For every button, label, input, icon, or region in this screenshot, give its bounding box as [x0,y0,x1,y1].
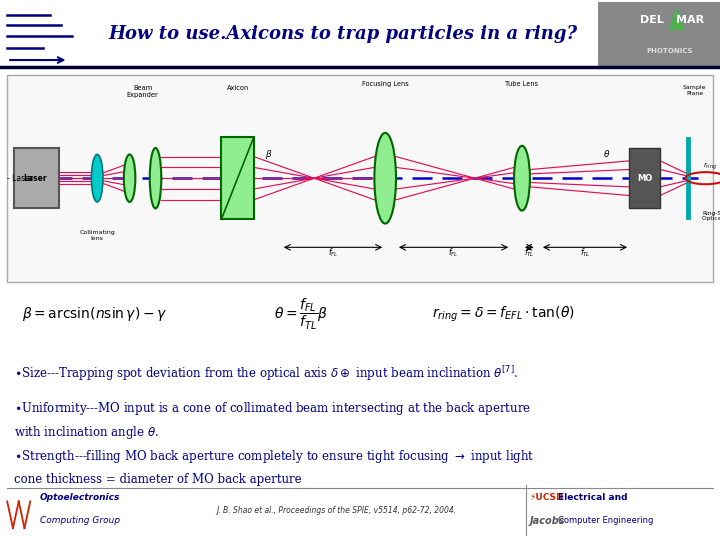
Text: $r_{ring} = \delta = f_{EFL} \cdot \tan(\theta)$: $r_{ring} = \delta = f_{EFL} \cdot \tan(… [432,305,575,324]
FancyBboxPatch shape [598,2,720,66]
Text: cone thickness = diameter of MO back aperture: cone thickness = diameter of MO back ape… [14,472,302,485]
Text: J. B. Shao et al., Proceedings of the SPIE, v5514, p62-72, 2004.: J. B. Shao et al., Proceedings of the SP… [216,506,456,515]
Text: - Laser: - Laser [7,174,33,183]
Text: $\bullet$Size---Trapping spot deviation from the optical axis $\delta\oplus$ inp: $\bullet$Size---Trapping spot deviation … [14,364,519,383]
Text: Optoelectronics: Optoelectronics [40,492,120,502]
Text: $\bullet$Uniformity---MO input is a cone of collimated beam intersecting at the : $\bullet$Uniformity---MO input is a cone… [14,400,531,416]
FancyBboxPatch shape [7,75,713,282]
Text: Tube Lens: Tube Lens [505,81,539,87]
Text: with inclination angle $\theta$.: with inclination angle $\theta$. [14,424,159,441]
Text: Axicon: Axicon [227,85,248,91]
Text: $r_{ring}$: $r_{ring}$ [703,160,718,172]
Ellipse shape [124,154,135,202]
Text: MAR: MAR [675,15,704,25]
Text: Sample
Plane: Sample Plane [683,85,706,96]
Text: $\theta = \dfrac{f_{FL}}{f_{TL}}\beta$: $\theta = \dfrac{f_{FL}}{f_{TL}}\beta$ [274,296,328,332]
Text: Beam
Expander: Beam Expander [127,85,158,98]
Text: $\beta$: $\beta$ [265,147,272,160]
Polygon shape [670,9,684,30]
Text: Collimating
lens: Collimating lens [79,230,115,241]
Text: Laser: Laser [24,174,47,183]
Text: $f_{TL}$: $f_{TL}$ [580,247,590,259]
Text: $f_{FL}$: $f_{FL}$ [449,247,459,259]
Text: $f_{FL}$: $f_{FL}$ [328,247,338,259]
Text: $f_{TL}$: $f_{TL}$ [524,247,534,259]
Text: Computing Group: Computing Group [40,516,120,525]
Text: How to use.Axicons to trap particles in a ring?: How to use.Axicons to trap particles in … [108,25,577,43]
Text: Electrical and: Electrical and [558,492,628,502]
Text: Focusing Lens: Focusing Lens [362,81,408,87]
Text: Jacobs: Jacobs [529,516,564,526]
FancyBboxPatch shape [14,148,59,208]
Ellipse shape [150,148,161,208]
Text: Computer Engineering: Computer Engineering [558,516,653,525]
Text: DEL: DEL [639,15,664,25]
FancyBboxPatch shape [629,148,660,208]
Text: ⚡UCSD: ⚡UCSD [529,492,564,502]
Text: $\beta = \arcsin(n\sin\gamma) - \gamma$: $\beta = \arcsin(n\sin\gamma) - \gamma$ [22,305,167,323]
Text: $\bullet$Strength---filling MO back aperture completely to ensure tight focusing: $\bullet$Strength---filling MO back aper… [14,448,535,465]
Ellipse shape [374,133,396,224]
Ellipse shape [91,154,103,202]
Text: $\theta$: $\theta$ [603,147,610,159]
Ellipse shape [514,146,530,211]
FancyBboxPatch shape [222,137,253,219]
Text: Ring-Shaped
Optical Trap: Ring-Shaped Optical Trap [702,211,720,221]
Text: MO: MO [636,174,652,183]
Text: PHOTONICS: PHOTONICS [647,48,693,53]
